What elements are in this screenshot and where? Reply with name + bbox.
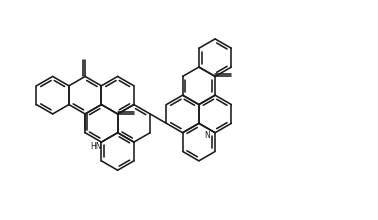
Text: HN: HN bbox=[91, 141, 102, 150]
Text: N: N bbox=[204, 131, 210, 140]
